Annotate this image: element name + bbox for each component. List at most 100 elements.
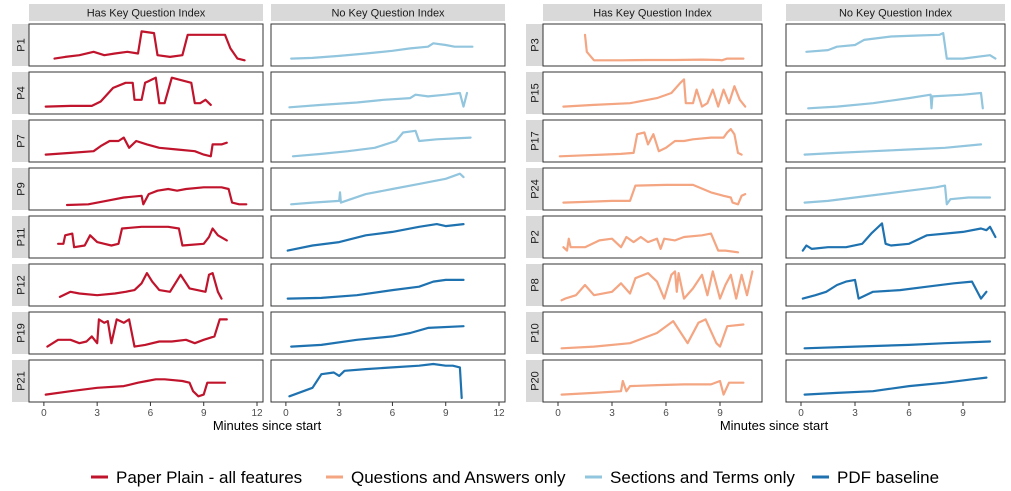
series-line-p7-left <box>44 136 228 158</box>
panel <box>542 71 763 115</box>
row-strip: P8 <box>526 264 543 306</box>
series-line-p1-right <box>290 42 474 60</box>
series-line-p1-left <box>53 30 246 62</box>
row-strip-bg <box>12 264 29 306</box>
panel <box>28 263 264 307</box>
panel-border <box>270 119 506 163</box>
row-strip: P3 <box>526 24 543 66</box>
row-strip-bg <box>12 360 29 402</box>
participant-label: P3 <box>530 38 542 51</box>
participant-label: P20 <box>530 371 542 391</box>
row-strip: P24 <box>526 168 543 210</box>
row-strip: P20 <box>526 360 543 402</box>
row-strip: P4 <box>12 72 29 114</box>
x-axis: 0 3 6 9 12 <box>41 402 263 419</box>
panel <box>270 119 506 163</box>
series-line-p19-left <box>46 318 228 348</box>
facet-header-bg <box>786 4 1005 21</box>
panel-border <box>785 263 1006 307</box>
panel <box>270 215 506 259</box>
x-axis: 0 3 6 9 <box>555 402 723 419</box>
participant-label: P15 <box>530 83 542 103</box>
row-strip-bg <box>526 312 543 354</box>
panel-border <box>28 215 264 259</box>
x-axis-title: Minutes since start <box>213 418 322 433</box>
panel <box>542 215 763 259</box>
panel-border <box>270 311 506 355</box>
series-line-p11-left <box>56 225 228 249</box>
series-line-p4-left <box>44 76 212 108</box>
participant-label: P7 <box>16 134 28 147</box>
series-line-p2-left <box>562 232 740 254</box>
panel <box>542 167 763 211</box>
panel <box>270 167 506 211</box>
panel-border <box>785 359 1006 403</box>
participant-label: P10 <box>530 323 542 343</box>
row-strip-bg <box>526 120 543 162</box>
facet-header-bg <box>543 4 762 21</box>
x-tick-label: 3 <box>336 408 342 419</box>
row-strip-bg <box>12 24 29 66</box>
x-tick-label: 0 <box>555 408 561 419</box>
panel <box>28 167 264 211</box>
panel <box>28 311 264 355</box>
panel-border <box>270 263 506 307</box>
x-axis-title: Minutes since start <box>720 418 829 433</box>
facet-header: Has Key Question Index <box>29 4 263 21</box>
series-line-p10-left <box>560 318 745 350</box>
participant-label: P12 <box>16 275 28 295</box>
facet-header-label: Has Key Question Index <box>593 8 712 20</box>
participant-label: P9 <box>16 182 28 195</box>
series-line-p15-left <box>562 78 747 108</box>
legend-label: Paper Plain - all features <box>116 468 302 487</box>
participant-label: P1 <box>16 38 28 51</box>
panel <box>270 263 506 307</box>
participant-label: P8 <box>530 278 542 291</box>
series-line-p9-right <box>290 172 465 206</box>
row-strip: P2 <box>526 216 543 258</box>
row-strip: P11 <box>12 216 29 258</box>
row-strip: P19 <box>12 312 29 354</box>
panel-border <box>28 311 264 355</box>
x-tick-label: 12 <box>251 408 263 419</box>
facet-header-label: Has Key Question Index <box>87 8 206 20</box>
row-strip: P21 <box>12 360 29 402</box>
series-line-p3-left <box>583 33 745 62</box>
legend-item-sections: Sections and Terms only <box>585 468 795 487</box>
participant-label: P24 <box>530 179 542 199</box>
series-line-p21-right <box>288 362 463 400</box>
row-strip-bg <box>12 216 29 258</box>
legend-label: PDF baseline <box>837 468 939 487</box>
row-strip-bg <box>526 264 543 306</box>
panel <box>270 71 506 115</box>
panel-border <box>542 167 763 211</box>
row-strip-bg <box>12 72 29 114</box>
row-strip-bg <box>526 216 543 258</box>
x-tick-label: 9 <box>717 408 723 419</box>
series-line-p4-right <box>288 91 469 109</box>
panel <box>785 119 1006 163</box>
series-line-p20-right <box>803 376 988 396</box>
legend-label: Sections and Terms only <box>610 468 795 487</box>
series-line-p12-right <box>286 278 465 300</box>
facet-header-bg <box>29 4 263 21</box>
series-line-p12-left <box>58 272 223 300</box>
row-strip-bg <box>526 168 543 210</box>
row-strip: P9 <box>12 168 29 210</box>
row-strip-bg <box>526 24 543 66</box>
participant-label: P2 <box>530 230 542 243</box>
row-strip-bg <box>12 312 29 354</box>
series-line-p7-right <box>291 129 472 158</box>
x-tick-label: 3 <box>94 408 100 419</box>
panel-border <box>785 119 1006 163</box>
panel <box>785 167 1006 211</box>
panel <box>28 119 264 163</box>
participant-label: P21 <box>16 371 28 391</box>
participant-label: P19 <box>16 323 28 343</box>
row-strip: P12 <box>12 264 29 306</box>
panel <box>785 359 1006 403</box>
panel <box>785 71 1006 115</box>
row-strip-bg <box>12 120 29 162</box>
panel <box>785 215 1006 259</box>
panel <box>28 71 264 115</box>
